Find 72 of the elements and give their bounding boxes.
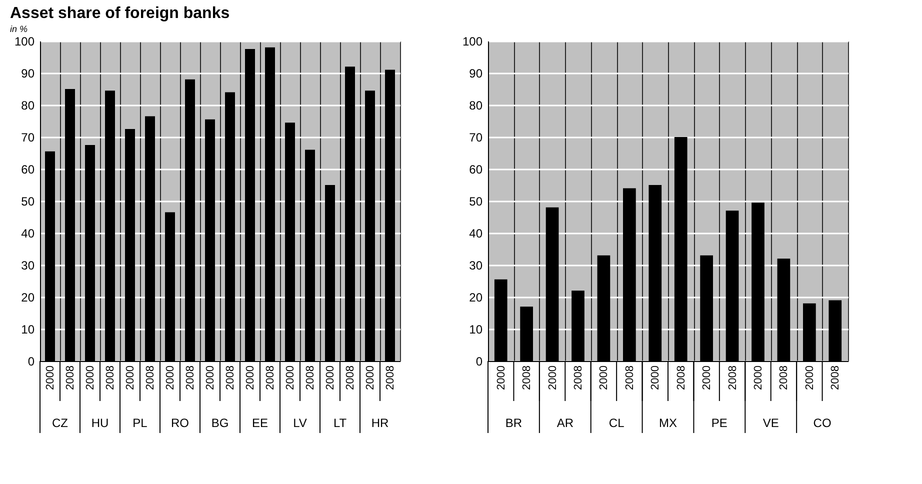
- text: HR: [371, 416, 389, 430]
- text: LV: [293, 416, 307, 430]
- y-tick-label: 100: [462, 34, 483, 48]
- x-tick-label: 2008: [384, 366, 396, 390]
- y-tick-label: 20: [21, 290, 35, 304]
- y-tick-label: 70: [21, 130, 35, 144]
- y-tick-label: 0: [28, 354, 35, 368]
- text: LT: [333, 416, 348, 430]
- x-tick-label: 2000: [598, 366, 610, 390]
- y-tick-label: 10: [469, 322, 483, 336]
- x-tick-label: 2008: [104, 366, 116, 390]
- x-tick-label: 2008: [624, 366, 636, 390]
- text: MX: [659, 416, 677, 430]
- y-axis-title: in %: [10, 24, 28, 34]
- x-tick-label: 2000: [124, 366, 136, 390]
- y-tick-label: 100: [14, 34, 35, 48]
- x-tick-label: 2000: [284, 366, 296, 390]
- text: VE: [762, 416, 779, 430]
- y-tick-label: 40: [21, 226, 35, 240]
- text: BG: [211, 416, 229, 430]
- y-tick-label: 20: [469, 290, 483, 304]
- text: AR: [556, 416, 574, 430]
- x-tick-label: 2008: [572, 366, 584, 390]
- y-tick-label: 90: [469, 66, 483, 80]
- x-tick-label: 2000: [495, 366, 508, 390]
- y-tick-label: 80: [469, 98, 483, 112]
- x-tick-label: 2008: [675, 366, 688, 390]
- x-tick-label: 2000: [752, 366, 764, 390]
- x-tick-label: 2008: [344, 366, 356, 390]
- text: RO: [171, 416, 189, 430]
- y-tick-label: 60: [469, 162, 483, 176]
- chart-title: Asset share of foreign banks: [10, 5, 230, 22]
- text: CL: [608, 416, 625, 430]
- y-tick-label: 80: [21, 98, 35, 112]
- x-tick-label: 2008: [726, 366, 739, 390]
- y-tick-label: 50: [21, 194, 35, 208]
- y-tick-label: 70: [469, 130, 483, 144]
- x-tick-label: 2008: [224, 366, 236, 390]
- x-tick-label: 2000: [44, 366, 56, 390]
- text: CZ: [52, 416, 68, 430]
- y-tick-label: 10: [21, 322, 35, 336]
- text: EE: [252, 416, 268, 430]
- y-tick-label: 30: [21, 258, 35, 272]
- x-tick-label: 2000: [244, 366, 256, 390]
- text: CO: [813, 416, 832, 430]
- y-tick-label: 60: [21, 162, 35, 176]
- y-tick-label: 50: [469, 194, 483, 208]
- x-tick-label: 2008: [64, 366, 76, 390]
- x-tick-label: 2000: [650, 366, 662, 390]
- y-tick-label: 0: [476, 354, 483, 368]
- x-tick-label: 2000: [324, 366, 336, 390]
- text: PL: [132, 416, 148, 430]
- x-tick-label: 2000: [546, 366, 559, 390]
- x-tick-label: 2000: [84, 366, 96, 390]
- x-tick-label: 2008: [144, 366, 156, 390]
- x-tick-label: 2000: [804, 366, 816, 390]
- text: PE: [711, 416, 728, 430]
- x-tick-label: 2000: [164, 366, 176, 390]
- x-tick-label: 2008: [778, 366, 790, 390]
- y-tick-label: 90: [21, 66, 35, 80]
- y-tick-label: 30: [469, 258, 483, 272]
- x-tick-label: 2008: [521, 366, 534, 390]
- y-tick-label: 40: [469, 226, 483, 240]
- text: HU: [91, 416, 109, 430]
- x-tick-label: 2000: [364, 366, 376, 390]
- x-tick-label: 2000: [204, 366, 216, 390]
- x-tick-label: 2008: [304, 366, 316, 390]
- x-tick-label: 2008: [184, 366, 196, 390]
- x-tick-label: 2008: [830, 366, 842, 390]
- text: BR: [505, 416, 522, 430]
- x-tick-label: 2008: [264, 366, 276, 390]
- x-tick-label: 2000: [701, 366, 714, 390]
